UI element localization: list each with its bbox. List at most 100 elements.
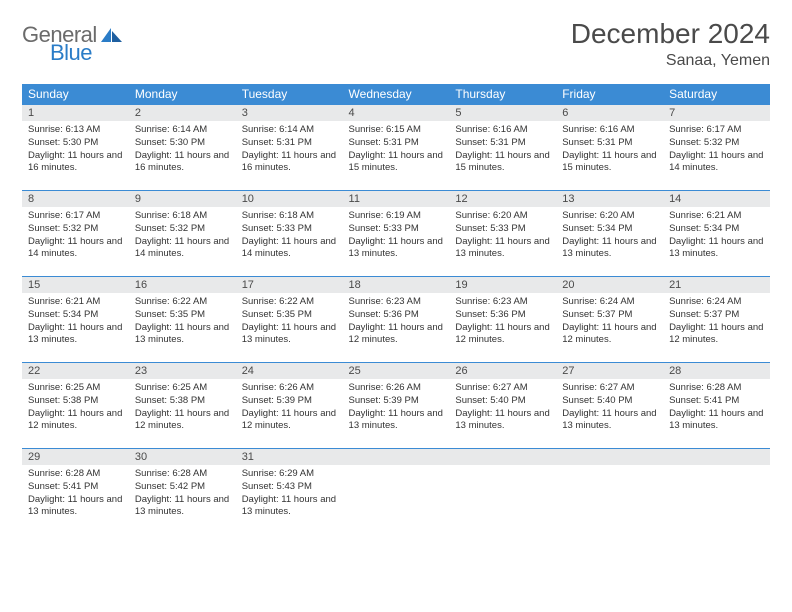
daylight-line: Daylight: 11 hours and 13 minutes. (28, 494, 122, 518)
daylight-line: Daylight: 11 hours and 15 minutes. (349, 150, 443, 174)
calendar-day-cell: 10Sunrise: 6:18 AMSunset: 5:33 PMDayligh… (236, 191, 343, 277)
daylight-line: Daylight: 11 hours and 16 minutes. (28, 150, 122, 174)
calendar-week-row: 8Sunrise: 6:17 AMSunset: 5:32 PMDaylight… (22, 191, 770, 277)
day-number: 17 (236, 277, 343, 293)
calendar-week-row: 22Sunrise: 6:25 AMSunset: 5:38 PMDayligh… (22, 363, 770, 449)
daylight-line: Daylight: 11 hours and 12 minutes. (135, 408, 229, 432)
daylight-line: Daylight: 11 hours and 13 minutes. (28, 322, 122, 346)
calendar-day-cell: 8Sunrise: 6:17 AMSunset: 5:32 PMDaylight… (22, 191, 129, 277)
day-number: 16 (129, 277, 236, 293)
calendar-table: Sunday Monday Tuesday Wednesday Thursday… (22, 84, 770, 535)
sunset-line: Sunset: 5:37 PM (669, 309, 739, 320)
calendar-day-cell: 20Sunrise: 6:24 AMSunset: 5:37 PMDayligh… (556, 277, 663, 363)
sunrise-line: Sunrise: 6:14 AM (242, 124, 314, 135)
day-info: Sunrise: 6:29 AMSunset: 5:43 PMDaylight:… (236, 465, 343, 525)
weekday-header: Sunday (22, 84, 129, 105)
sunrise-line: Sunrise: 6:21 AM (28, 296, 100, 307)
day-number: 25 (343, 363, 450, 379)
day-number: 24 (236, 363, 343, 379)
calendar-day-cell: 14Sunrise: 6:21 AMSunset: 5:34 PMDayligh… (663, 191, 770, 277)
logo-word2: Blue (50, 40, 92, 65)
sunrise-line: Sunrise: 6:16 AM (455, 124, 527, 135)
calendar-day-cell: 26Sunrise: 6:27 AMSunset: 5:40 PMDayligh… (449, 363, 556, 449)
day-number: 30 (129, 449, 236, 465)
day-number: 29 (22, 449, 129, 465)
daylight-line: Daylight: 11 hours and 13 minutes. (562, 236, 656, 260)
daylight-line: Daylight: 11 hours and 14 minutes. (669, 150, 763, 174)
calendar-day-cell: 19Sunrise: 6:23 AMSunset: 5:36 PMDayligh… (449, 277, 556, 363)
logo-sail-icon (101, 28, 123, 42)
day-number: 7 (663, 105, 770, 121)
title-block: December 2024 Sanaa, Yemen (571, 18, 770, 70)
day-number: 11 (343, 191, 450, 207)
day-info: Sunrise: 6:20 AMSunset: 5:34 PMDaylight:… (556, 207, 663, 267)
daylight-line: Daylight: 11 hours and 13 minutes. (455, 408, 549, 432)
day-number: 31 (236, 449, 343, 465)
sunrise-line: Sunrise: 6:29 AM (242, 468, 314, 479)
calendar-day-cell: 28Sunrise: 6:28 AMSunset: 5:41 PMDayligh… (663, 363, 770, 449)
sunrise-line: Sunrise: 6:17 AM (669, 124, 741, 135)
day-number: 10 (236, 191, 343, 207)
sunset-line: Sunset: 5:30 PM (135, 137, 205, 148)
sunrise-line: Sunrise: 6:20 AM (455, 210, 527, 221)
day-info: Sunrise: 6:14 AMSunset: 5:31 PMDaylight:… (236, 121, 343, 181)
calendar-day-cell: 6Sunrise: 6:16 AMSunset: 5:31 PMDaylight… (556, 105, 663, 191)
day-info: Sunrise: 6:17 AMSunset: 5:32 PMDaylight:… (22, 207, 129, 267)
day-number: 27 (556, 363, 663, 379)
day-info: Sunrise: 6:21 AMSunset: 5:34 PMDaylight:… (663, 207, 770, 267)
day-number: 1 (22, 105, 129, 121)
sunrise-line: Sunrise: 6:22 AM (135, 296, 207, 307)
calendar-day-cell: 4Sunrise: 6:15 AMSunset: 5:31 PMDaylight… (343, 105, 450, 191)
calendar-day-cell: 29Sunrise: 6:28 AMSunset: 5:41 PMDayligh… (22, 449, 129, 535)
weekday-header: Monday (129, 84, 236, 105)
daylight-line: Daylight: 11 hours and 14 minutes. (28, 236, 122, 260)
weekday-header: Saturday (663, 84, 770, 105)
sunset-line: Sunset: 5:31 PM (455, 137, 525, 148)
day-info: Sunrise: 6:28 AMSunset: 5:42 PMDaylight:… (129, 465, 236, 525)
calendar-day-cell: 1Sunrise: 6:13 AMSunset: 5:30 PMDaylight… (22, 105, 129, 191)
sunrise-line: Sunrise: 6:20 AM (562, 210, 634, 221)
sunset-line: Sunset: 5:34 PM (669, 223, 739, 234)
sunset-line: Sunset: 5:31 PM (562, 137, 632, 148)
daylight-line: Daylight: 11 hours and 16 minutes. (135, 150, 229, 174)
daylight-line: Daylight: 11 hours and 15 minutes. (562, 150, 656, 174)
sunset-line: Sunset: 5:32 PM (135, 223, 205, 234)
calendar-day-cell: 23Sunrise: 6:25 AMSunset: 5:38 PMDayligh… (129, 363, 236, 449)
day-info: Sunrise: 6:23 AMSunset: 5:36 PMDaylight:… (343, 293, 450, 353)
calendar-day-cell: 9Sunrise: 6:18 AMSunset: 5:32 PMDaylight… (129, 191, 236, 277)
sunset-line: Sunset: 5:31 PM (349, 137, 419, 148)
calendar-day-cell (663, 449, 770, 535)
sunrise-line: Sunrise: 6:27 AM (455, 382, 527, 393)
daylight-line: Daylight: 11 hours and 13 minutes. (455, 236, 549, 260)
calendar-day-cell (556, 449, 663, 535)
sunset-line: Sunset: 5:43 PM (242, 481, 312, 492)
sunrise-line: Sunrise: 6:17 AM (28, 210, 100, 221)
day-number: 26 (449, 363, 556, 379)
day-number: 5 (449, 105, 556, 121)
calendar-day-cell: 3Sunrise: 6:14 AMSunset: 5:31 PMDaylight… (236, 105, 343, 191)
day-info: Sunrise: 6:13 AMSunset: 5:30 PMDaylight:… (22, 121, 129, 181)
day-info: Sunrise: 6:15 AMSunset: 5:31 PMDaylight:… (343, 121, 450, 181)
calendar-week-row: 1Sunrise: 6:13 AMSunset: 5:30 PMDaylight… (22, 105, 770, 191)
day-info: Sunrise: 6:14 AMSunset: 5:30 PMDaylight:… (129, 121, 236, 181)
day-number: 6 (556, 105, 663, 121)
day-info: Sunrise: 6:25 AMSunset: 5:38 PMDaylight:… (22, 379, 129, 439)
day-info: Sunrise: 6:26 AMSunset: 5:39 PMDaylight:… (343, 379, 450, 439)
daylight-line: Daylight: 11 hours and 14 minutes. (135, 236, 229, 260)
day-number-empty (556, 449, 663, 465)
daylight-line: Daylight: 11 hours and 12 minutes. (669, 322, 763, 346)
sunset-line: Sunset: 5:33 PM (242, 223, 312, 234)
day-number-empty (343, 449, 450, 465)
daylight-line: Daylight: 11 hours and 16 minutes. (242, 150, 336, 174)
calendar-day-cell: 27Sunrise: 6:27 AMSunset: 5:40 PMDayligh… (556, 363, 663, 449)
sunset-line: Sunset: 5:33 PM (349, 223, 419, 234)
sunrise-line: Sunrise: 6:21 AM (669, 210, 741, 221)
calendar-day-cell: 13Sunrise: 6:20 AMSunset: 5:34 PMDayligh… (556, 191, 663, 277)
calendar-day-cell: 21Sunrise: 6:24 AMSunset: 5:37 PMDayligh… (663, 277, 770, 363)
sunset-line: Sunset: 5:39 PM (242, 395, 312, 406)
sunset-line: Sunset: 5:38 PM (28, 395, 98, 406)
daylight-line: Daylight: 11 hours and 13 minutes. (669, 408, 763, 432)
weekday-header: Friday (556, 84, 663, 105)
sunrise-line: Sunrise: 6:18 AM (135, 210, 207, 221)
day-number: 21 (663, 277, 770, 293)
